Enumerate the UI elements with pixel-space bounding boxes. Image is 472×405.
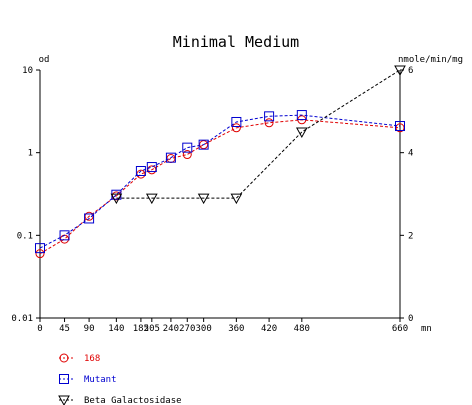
legend-label-mutant: Mutant [84,375,117,385]
x-axis-tick-label: 205 [144,324,160,334]
x-axis-tick-label: 0 [37,324,42,334]
x-axis-tick-label: 300 [196,324,212,334]
data-point-beta-galactosidase [230,193,243,205]
x-axis-tick-label: 185 [133,324,149,334]
right-axis-label: nmole/min/mg [398,55,463,65]
series-line-beta-galactosidase [116,69,401,199]
right-axis-tick-label: 2 [408,231,413,241]
data-point-mutant [146,162,157,173]
data-point-mutant [35,243,45,254]
plot-area [35,65,406,259]
x-axis-tick-label: 240 [163,324,179,334]
legend-label-beta-galactosidase: Beta Galactosidase [84,396,182,405]
legend-label-168: 168 [84,354,100,364]
left-axis-tick-label: 10 [22,66,33,76]
data-point-mutant [182,142,193,153]
x-axis-unit-label: mn [421,324,432,334]
x-axis-tick-label: 140 [108,324,124,334]
data-point-mutant [231,116,242,127]
data-point-mutant [198,139,209,150]
left-axis-tick-label: 1 [28,149,33,159]
data-point-beta-galactosidase [110,193,123,205]
data-point-mutant [59,230,70,241]
data-point-mutant [395,121,405,132]
x-axis-tick-label: 420 [261,324,277,334]
x-axis-tick-label: 45 [59,324,70,334]
left-axis-label: od [39,55,50,65]
data-point-168 [35,249,45,259]
data-point-beta-galactosidase [394,65,406,77]
data-point-168 [182,150,192,160]
chart-title: Minimal Medium [173,33,299,51]
data-point-beta-galactosidase [295,127,308,139]
series-line-168 [39,119,401,255]
legend-marker-168 [59,353,69,363]
data-point-mutant [165,152,176,163]
data-point-168 [60,234,70,244]
right-axis-tick-label: 4 [408,149,413,159]
left-axis-tick-label: 0.1 [17,231,33,241]
series-line-mutant [39,114,401,249]
left-axis-tick-label: 0.01 [11,314,33,324]
legend-marker-beta-galactosidase [58,395,70,405]
x-axis-tick-label: 480 [294,324,310,334]
x-axis-tick-label: 660 [392,324,408,334]
legend-marker-mutant [59,374,69,384]
legend: 168 Mutant Beta Galactosidase [58,353,182,405]
data-point-mutant [135,166,146,177]
data-point-168 [264,118,274,128]
x-axis-tick-label: 90 [84,324,95,334]
data-point-168 [231,123,241,133]
data-point-mutant [84,213,95,224]
data-point-mutant [296,110,307,121]
data-point-mutant [264,111,275,122]
x-axis-tick-label: 360 [228,324,244,334]
data-point-beta-galactosidase [197,193,210,205]
data-point-beta-galactosidase [145,193,158,205]
x-axis-tick-label: 270 [179,324,195,334]
right-axis-tick-label: 6 [408,66,413,76]
right-axis-tick-label: 0 [408,314,413,324]
